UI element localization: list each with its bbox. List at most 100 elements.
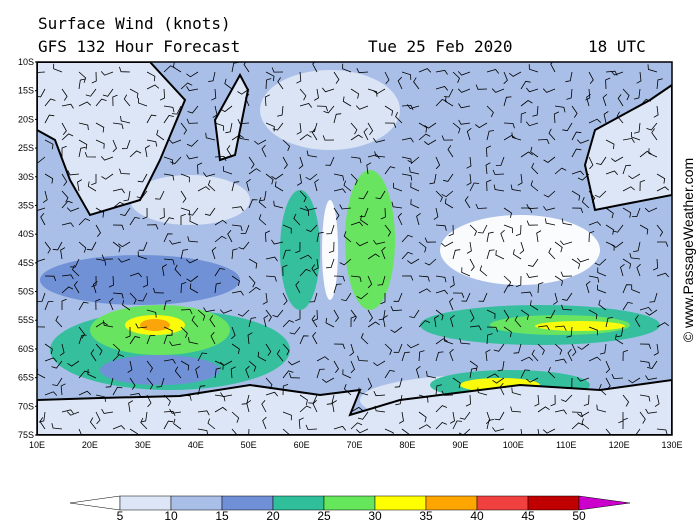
wind-barb: [486, 249, 495, 260]
wind-barb: [231, 181, 240, 192]
wind-barb: [61, 133, 74, 141]
wind-barb: [128, 400, 134, 413]
wind-barb: [350, 88, 360, 99]
lat-label: 30S: [18, 172, 34, 182]
wind-barb: [424, 139, 437, 146]
wind-barb: [101, 408, 114, 414]
wind-barb: [545, 309, 556, 319]
wind-barb: [418, 288, 431, 294]
wind-barb: [571, 105, 578, 118]
wind-barb: [187, 207, 199, 216]
wind-barb: [95, 207, 105, 218]
lon-label: 60E: [294, 440, 310, 450]
wind-barb: [118, 241, 131, 248]
wind-barb: [435, 309, 444, 321]
wind-barb: [197, 186, 210, 192]
wind-barb: [61, 200, 73, 209]
wind-barb: [542, 88, 556, 93]
wind-barb: [78, 428, 82, 435]
wind-barb: [548, 128, 556, 141]
wind-barb: [313, 258, 319, 271]
wind-barb: [265, 71, 275, 82]
wind-barb: [418, 411, 427, 423]
wind-barb: [656, 173, 666, 184]
wind-barb: [197, 309, 206, 321]
wind-barb: [55, 315, 63, 328]
wind-barb: [186, 71, 199, 78]
wind-barb: [282, 224, 292, 234]
wind-barb: [102, 320, 114, 328]
wind-barb: [366, 162, 372, 175]
wind-barb: [401, 251, 413, 260]
lat-label: 70S: [18, 401, 34, 411]
wind-barb: [282, 370, 294, 379]
wind-barb: [207, 418, 216, 430]
wind-barb: [185, 258, 199, 264]
wind-barb: [647, 360, 658, 369]
wind-barb: [576, 139, 590, 144]
colorbar-segment: [272, 495, 325, 511]
wind-barb: [237, 309, 250, 317]
wind-barb: [91, 275, 97, 288]
wind-barb: [435, 384, 442, 396]
wind-barb: [520, 356, 534, 362]
wind-barb: [355, 428, 369, 434]
wind-barb: [42, 190, 48, 203]
wind-barb: [531, 349, 539, 362]
wind-barb: [395, 111, 403, 124]
wind-barb: [350, 173, 358, 186]
wind-barb: [163, 410, 176, 416]
wind-barb: [486, 69, 500, 74]
credit: © www.PassageWeather.com: [680, 158, 696, 342]
wind-barb: [652, 258, 659, 271]
wind-barb: [537, 138, 550, 145]
wind-barb: [214, 235, 227, 243]
wind-barb: [272, 122, 284, 131]
wind-barb: [622, 186, 635, 192]
wind-barb: [525, 87, 539, 93]
wind-barb: [73, 281, 80, 294]
wind-barb: [469, 182, 480, 192]
wind-barb: [452, 292, 465, 298]
wind-barb: [163, 358, 176, 364]
lon-label: 70E: [346, 440, 362, 450]
wind-barb: [180, 213, 186, 225]
wind-barb: [486, 326, 499, 333]
wind-barb: [163, 420, 174, 430]
wind-barb: [562, 122, 573, 132]
lat-label: 35S: [18, 200, 34, 210]
wind-barb: [581, 197, 590, 209]
wind-barb: [475, 122, 488, 129]
wind-barb: [299, 88, 307, 101]
wind-barb: [248, 286, 261, 294]
wind-barb: [486, 373, 499, 379]
wind-barb: [599, 343, 607, 355]
wind-barb: [520, 80, 531, 90]
wind-barb: [443, 88, 454, 98]
wind-barb: [554, 275, 563, 286]
wind-barb: [435, 289, 449, 295]
wind-barb: [647, 64, 658, 73]
wind-barb: [189, 283, 199, 294]
wind-barb: [390, 306, 403, 312]
wind-barb: [78, 241, 87, 253]
wind-barb: [138, 241, 148, 251]
wind-barb: [424, 258, 437, 266]
wind-barb: [384, 122, 397, 128]
wind-barb: [140, 417, 148, 430]
wind-barb: [426, 370, 437, 379]
wind-barb: [646, 122, 658, 131]
wind-barb: [571, 170, 585, 176]
wind-barb: [272, 309, 284, 318]
wind-barb: [409, 309, 420, 319]
wind-barb: [205, 132, 216, 141]
wind-barb: [180, 173, 190, 183]
wind-barb: [322, 377, 335, 383]
wind-barb: [526, 272, 539, 278]
wind-barb: [296, 122, 302, 135]
wind-barb: [163, 217, 175, 226]
wind-barb: [67, 170, 80, 176]
wind-barb: [112, 224, 125, 231]
wind-barb: [212, 105, 218, 118]
wind-barb: [95, 258, 107, 266]
